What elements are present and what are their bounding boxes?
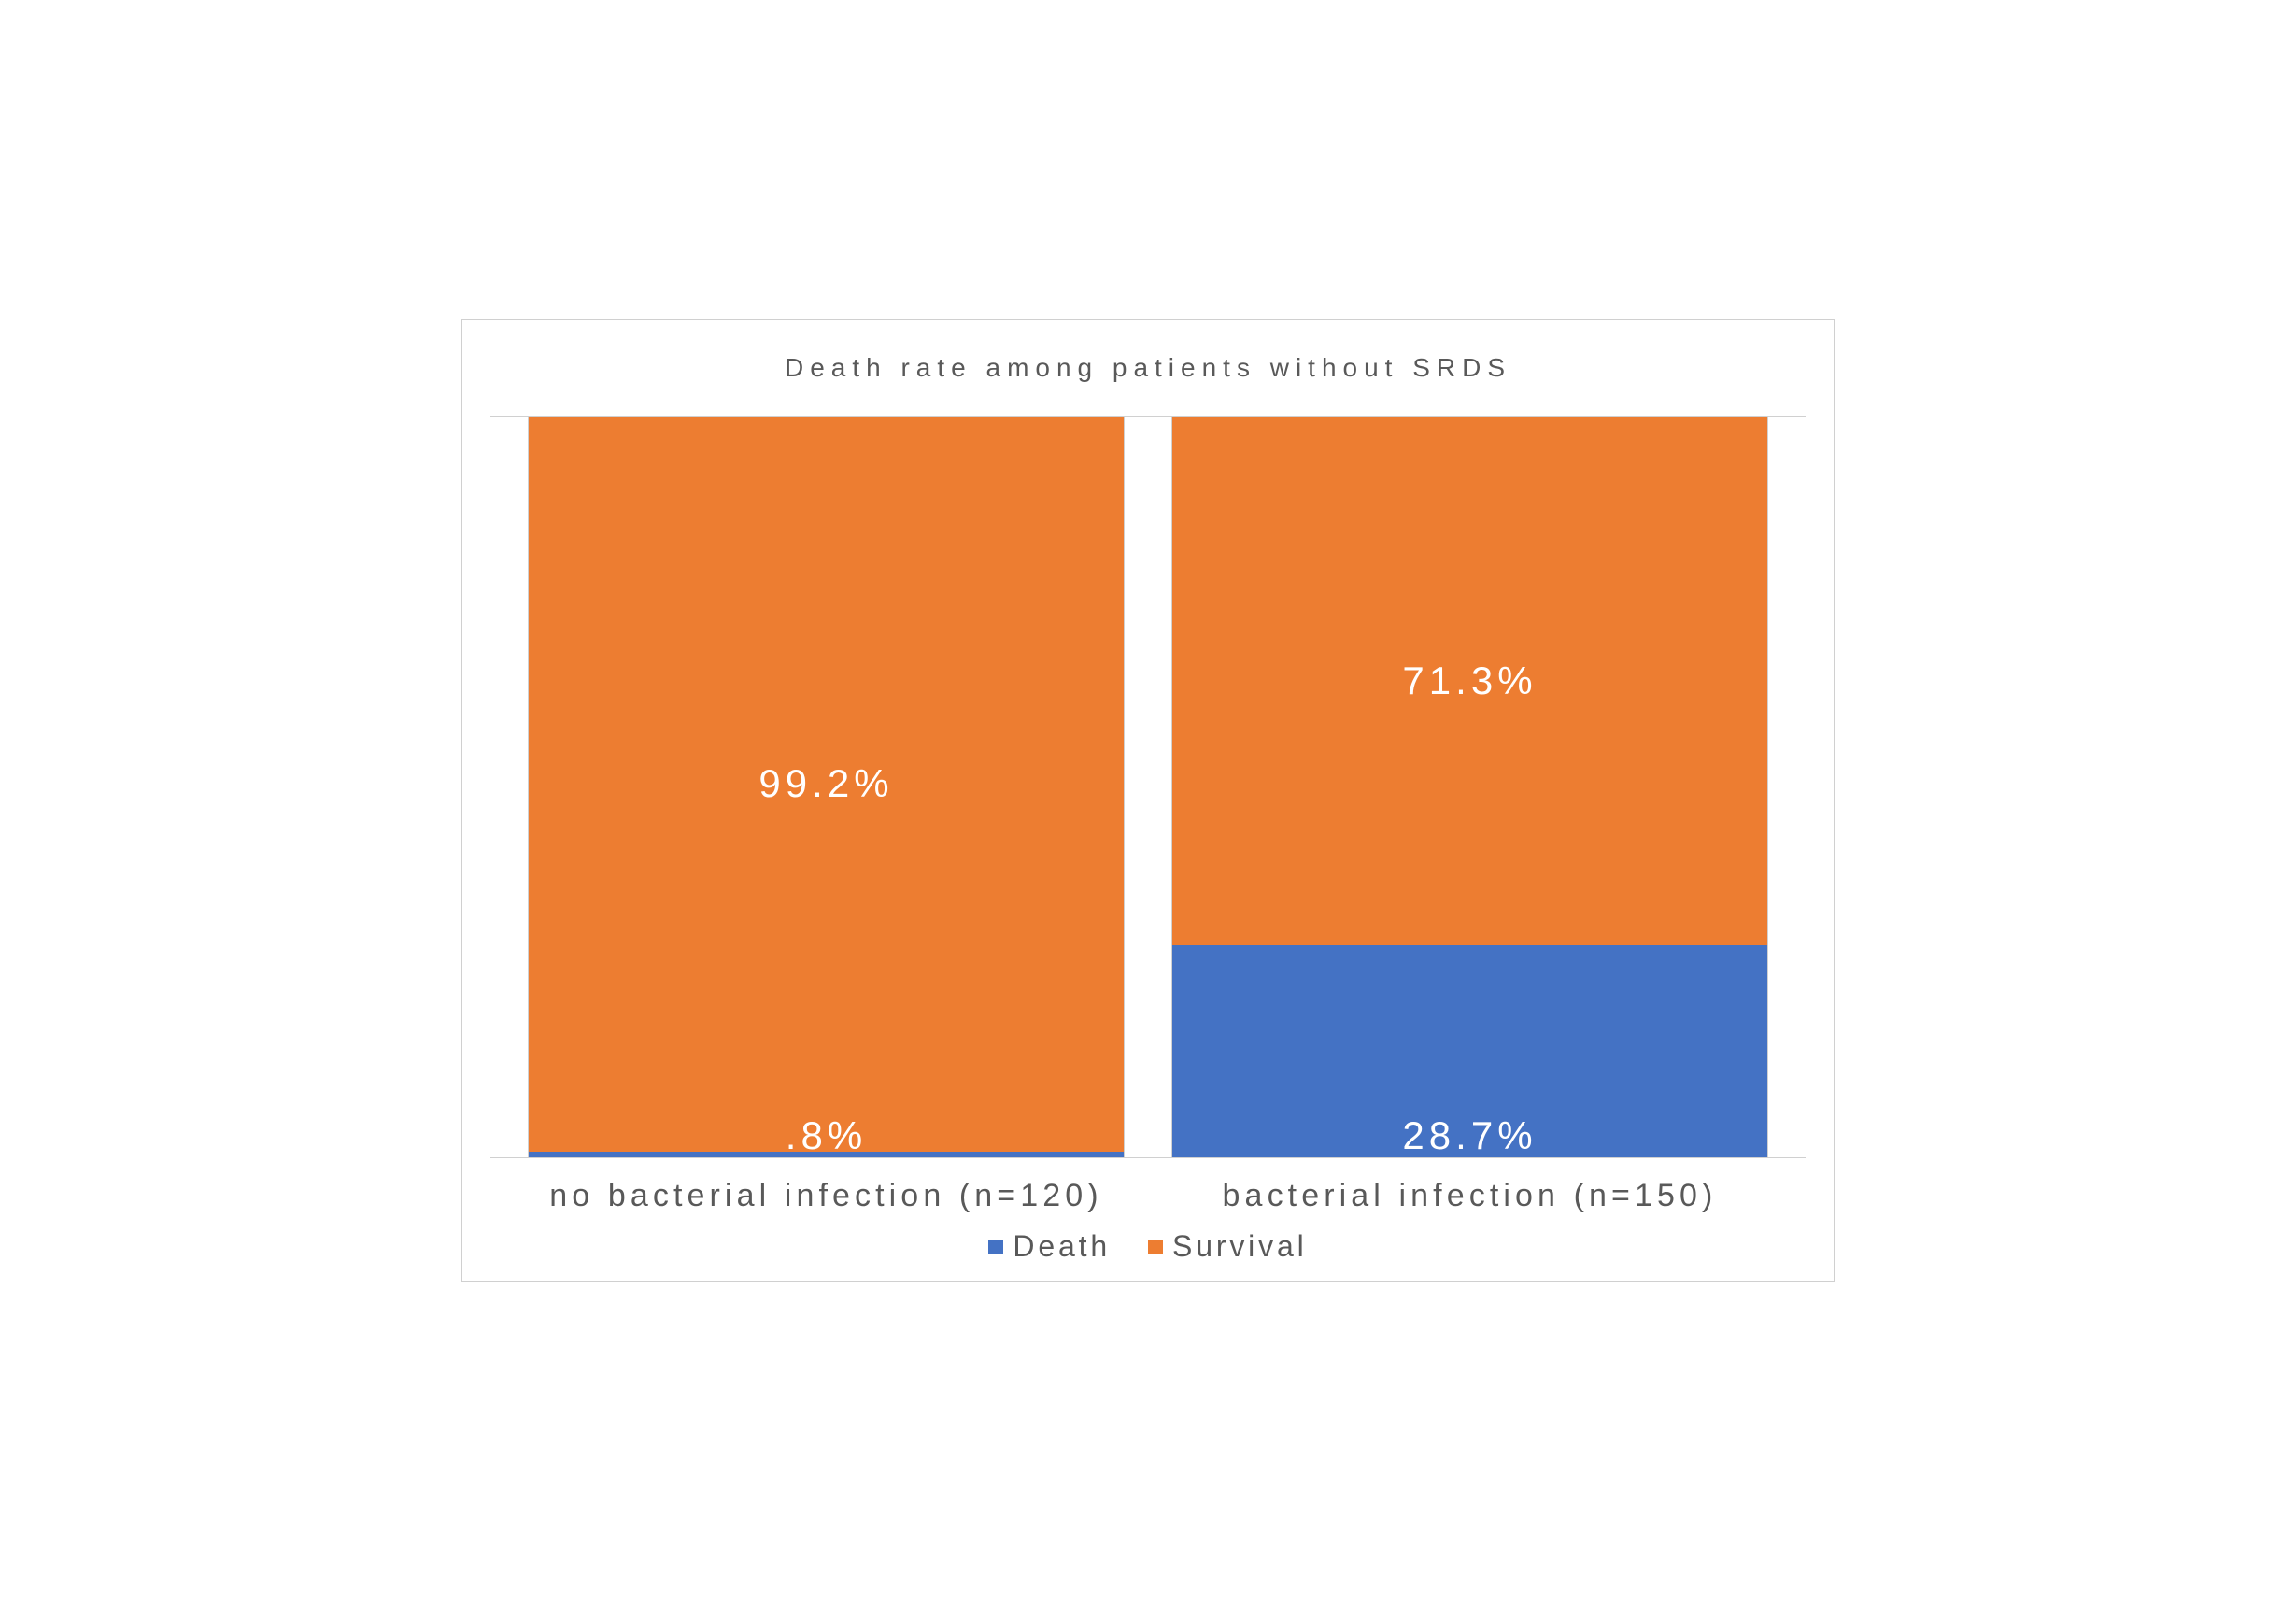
data-label-survival: 71.3% (1402, 659, 1537, 703)
bar-stack: 71.3% 28.7% (1172, 417, 1767, 1157)
data-label-death: 28.7% (1172, 1114, 1767, 1157)
category-label-no-infection: no bacterial infection (n=120) (528, 1158, 1125, 1226)
bar-stack: 99.2% .8% (529, 417, 1124, 1157)
bar-segment-survival: 71.3% (1172, 417, 1767, 944)
legend-item-death: Death (988, 1229, 1111, 1264)
category-label-infection: bacterial infection (n=150) (1171, 1158, 1768, 1226)
x-axis: no bacterial infection (n=120) bacterial… (490, 1157, 1806, 1226)
legend-swatch-death (988, 1240, 1003, 1254)
legend-swatch-survival (1148, 1240, 1163, 1254)
bar-segment-death: .8% (529, 1152, 1124, 1157)
bar-segment-survival: 99.2% (529, 417, 1124, 1152)
bar-segment-death: 28.7% (1172, 945, 1767, 1158)
legend-label-death: Death (1013, 1229, 1111, 1264)
bar-group-no-infection: 99.2% .8% (528, 417, 1125, 1157)
plot-area: 99.2% .8% 71.3% 28.7% (490, 416, 1806, 1157)
chart-container: Death rate among patients without SRDS 9… (461, 319, 1835, 1282)
legend: Death Survival (490, 1226, 1806, 1271)
chart-title: Death rate among patients without SRDS (490, 339, 1806, 416)
data-label-survival: 99.2% (758, 761, 893, 806)
legend-label-survival: Survival (1172, 1229, 1308, 1264)
legend-item-survival: Survival (1148, 1229, 1308, 1264)
bar-group-infection: 71.3% 28.7% (1171, 417, 1768, 1157)
data-label-death: .8% (529, 1114, 1124, 1157)
